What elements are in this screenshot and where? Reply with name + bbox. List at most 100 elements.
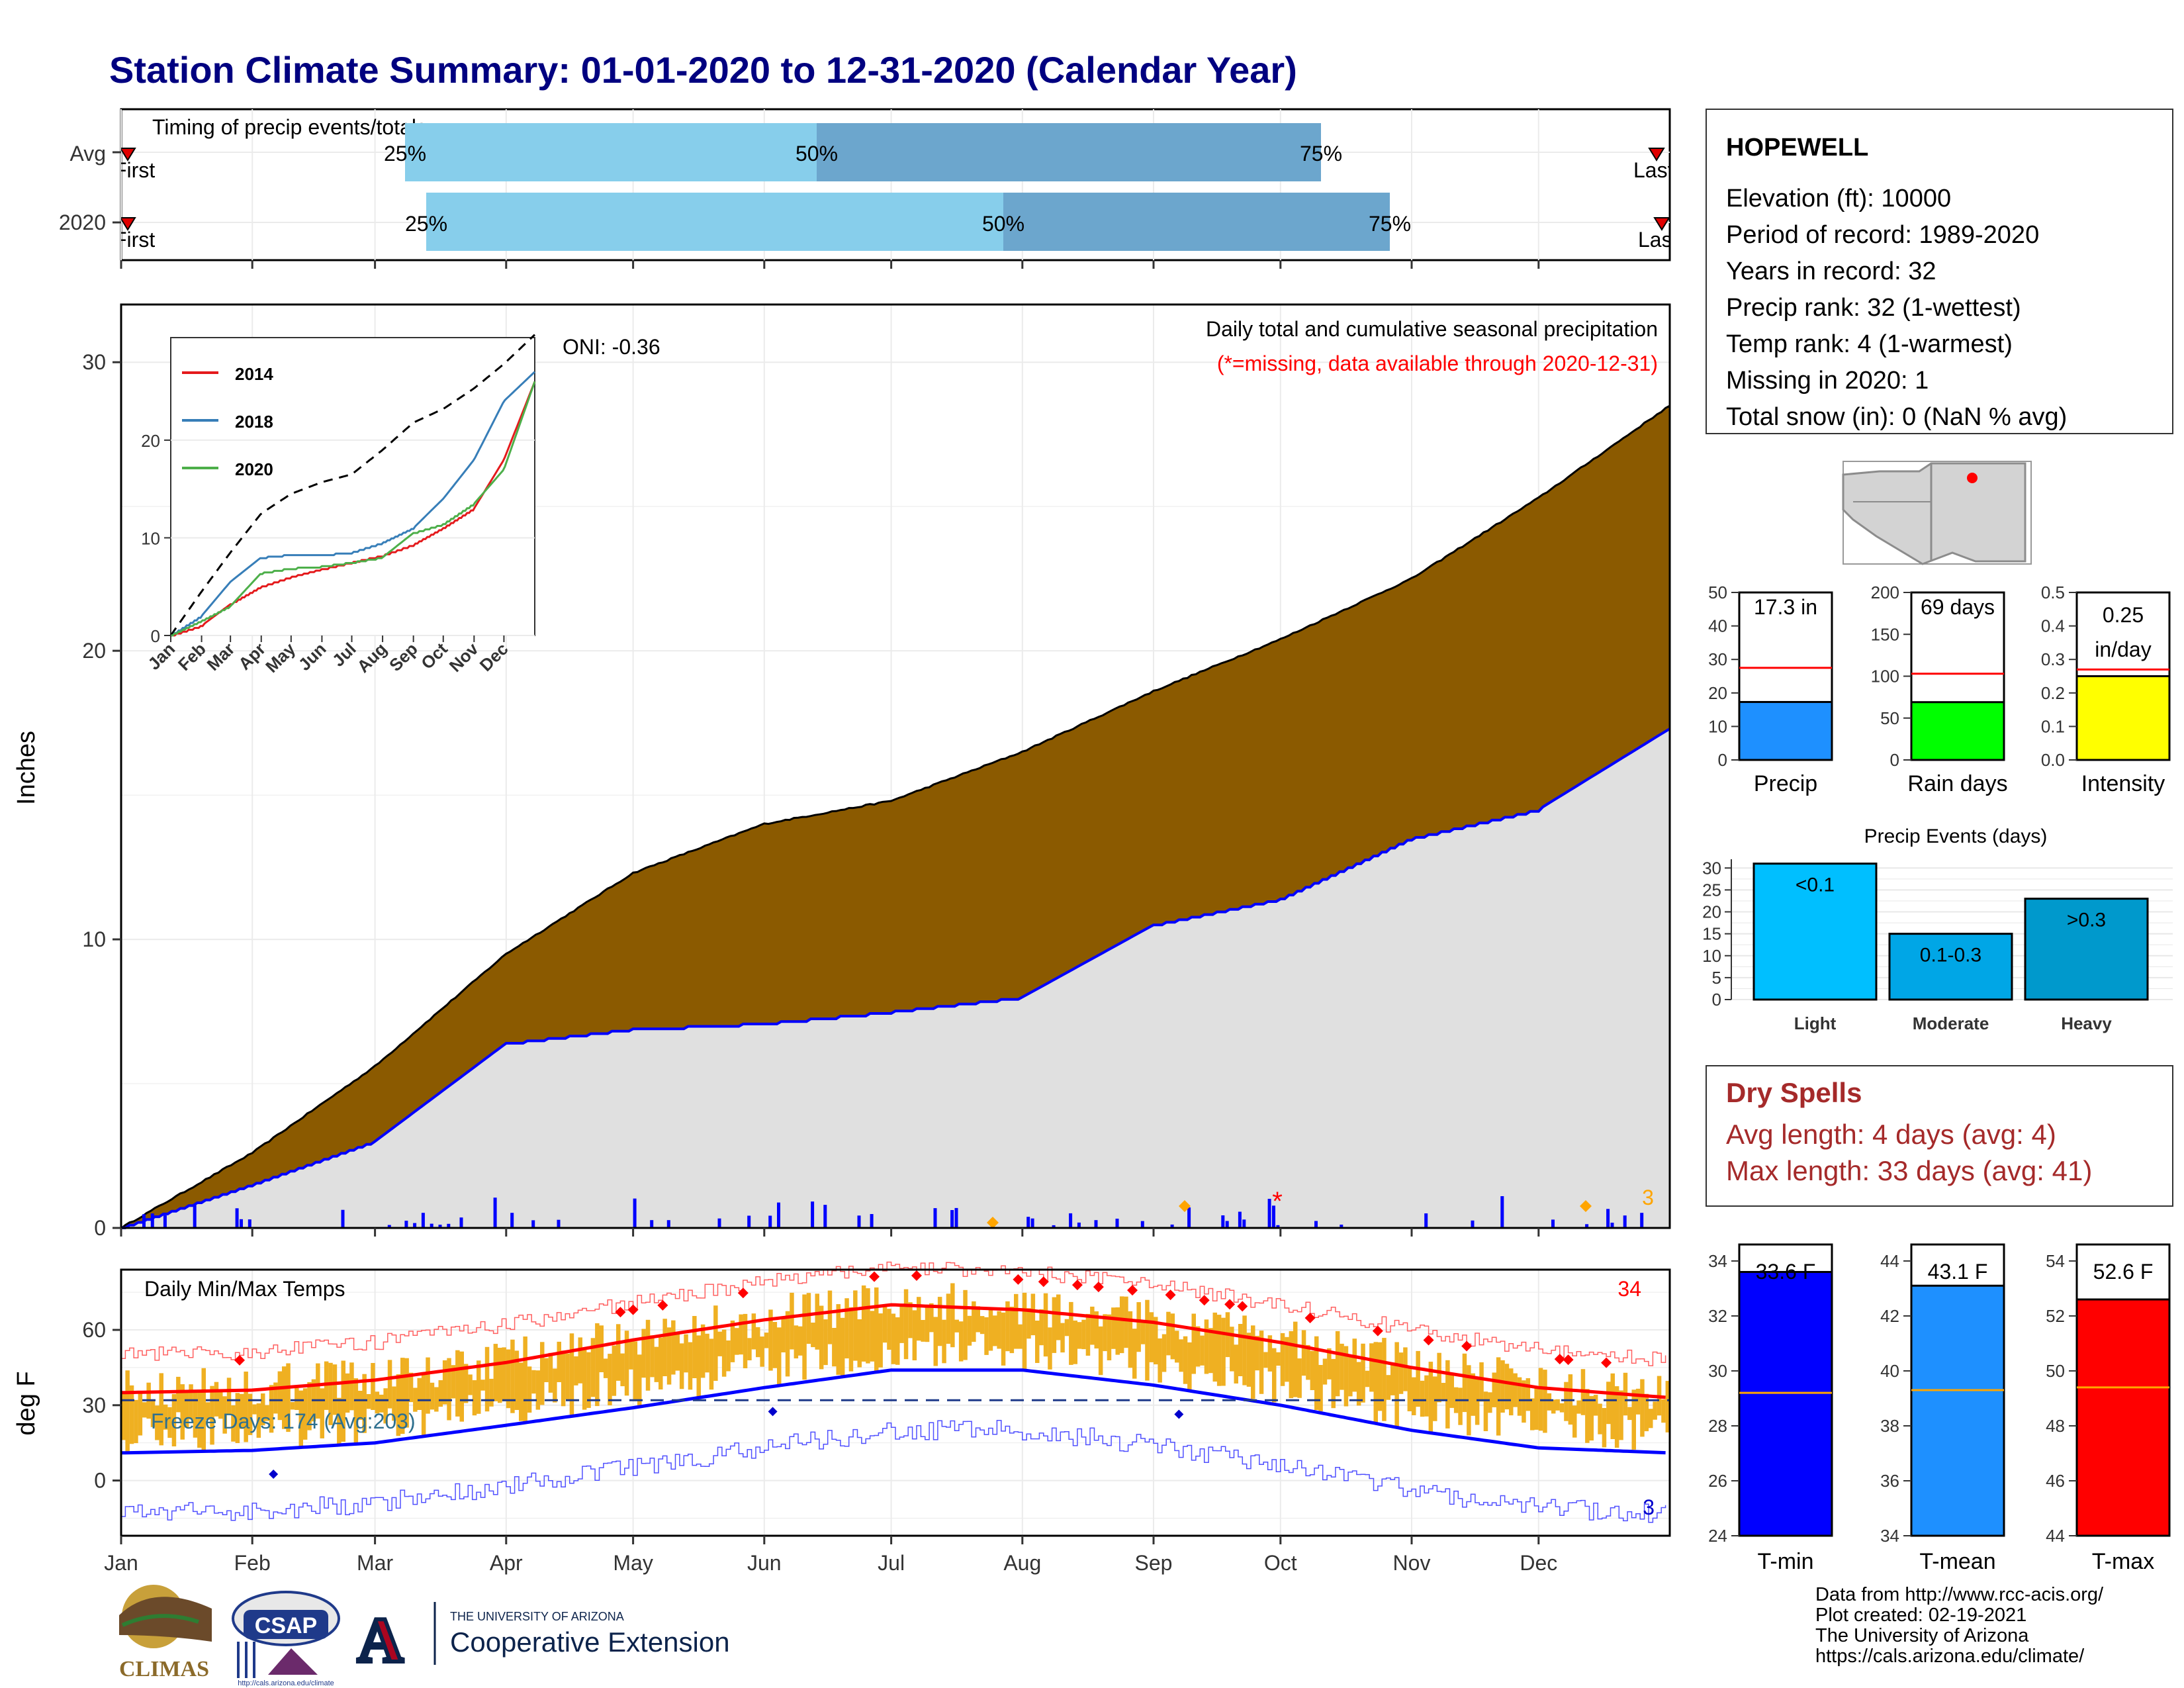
temp-summary-t-mean: 43.1 F T-mean 34 36 38 40 42 44 <box>1880 1243 2005 1574</box>
temp-record-high-marker <box>657 1299 668 1311</box>
temp-daily-bar <box>184 1391 189 1428</box>
temp-daily-bar <box>189 1384 193 1420</box>
inset-2020-line <box>171 381 536 637</box>
temp-daily-bar <box>1589 1395 1594 1441</box>
temp-panel: Daily Min/Max Temps Freeze Days: 174 (Av… <box>13 1261 1671 1575</box>
temp-daily-bar <box>1077 1322 1082 1349</box>
temp-record-low-marker <box>1174 1409 1184 1419</box>
temp-summary-y-tick-label: 46 <box>2046 1471 2065 1491</box>
temp-daily-bar <box>531 1370 536 1394</box>
temp-daily-bar <box>519 1362 523 1421</box>
temp-daily-bar <box>1373 1342 1378 1423</box>
temp-daily-bar <box>882 1305 887 1343</box>
daily-precip-bar <box>1640 1213 1644 1228</box>
temp-daily-bar <box>569 1333 574 1415</box>
temp-record-high-marker <box>911 1270 922 1282</box>
temp-daily-bar <box>1267 1335 1273 1372</box>
month-label: Aug <box>1003 1551 1041 1575</box>
temp-daily-bar <box>929 1303 934 1333</box>
temp-daily-bar <box>624 1331 629 1396</box>
temp-daily-bar <box>1170 1313 1175 1360</box>
temp-avg-min-line <box>120 1368 1666 1455</box>
temp-daily-bar <box>1263 1352 1268 1368</box>
csap-logo-mountain <box>268 1648 318 1675</box>
temp-daily-bar <box>1433 1376 1437 1421</box>
temp-daily-bar <box>917 1297 921 1341</box>
temp-daily-bar <box>210 1385 214 1445</box>
daily-precip-bar <box>650 1220 654 1228</box>
station-detail-line: Missing in 2020: 1 <box>1726 367 1929 395</box>
daily-precip-bar <box>1030 1218 1034 1228</box>
temp-daily-bar <box>261 1393 265 1426</box>
temp-daily-bar <box>954 1319 959 1333</box>
timing-2020-first-marker <box>121 217 136 231</box>
events-category-label: Light <box>1794 1013 1837 1033</box>
temp-daily-bar <box>1052 1297 1057 1353</box>
ua-logo: A THE UNIVERSITY OF ARIZONA Cooperative … <box>355 1602 730 1677</box>
temp-daily-bar <box>760 1336 764 1367</box>
daily-precip-bar <box>1606 1209 1610 1228</box>
temp-daily-bar <box>426 1357 430 1414</box>
daily-precip-bar <box>163 1215 167 1228</box>
climas-logo-land <box>119 1597 212 1642</box>
temp-daily-bar <box>1390 1362 1395 1395</box>
inset-2018-line <box>171 371 536 637</box>
events-bar <box>1752 863 1878 1001</box>
temp-daily-bar <box>997 1311 1001 1349</box>
temp-daily-bar <box>823 1319 828 1366</box>
daily-precip-bar <box>933 1208 937 1228</box>
temp-daily-bar <box>798 1326 803 1356</box>
daily-precip-bar <box>1272 1205 1275 1228</box>
temp-daily-bar <box>1335 1331 1340 1397</box>
summary-bar-value-label: 0.25 <box>2103 603 2144 627</box>
daily-precip-bar <box>421 1213 425 1228</box>
temp-daily-bar <box>717 1331 722 1356</box>
temp-daily-bar <box>887 1309 891 1350</box>
month-label: Sep <box>1135 1551 1173 1575</box>
temp-daily-bar <box>1322 1358 1328 1385</box>
temp-daily-bar <box>662 1319 667 1376</box>
summary-bar-charts: 17.3 in Precip 0 10 20 30 40 50 69 days Rain days… <box>1708 583 2171 796</box>
temp-daily-bar <box>332 1364 338 1415</box>
temp-daily-bar <box>603 1358 608 1378</box>
temp-daily-bar <box>163 1404 168 1430</box>
temp-daily-bar <box>337 1397 341 1445</box>
climas-logo-text: CLIMAS <box>119 1657 209 1681</box>
temp-daily-bar <box>514 1350 520 1410</box>
inset-frame <box>170 337 535 636</box>
footer-credit-line: The University of Arizona <box>1815 1625 2029 1646</box>
month-label: Dec <box>1520 1551 1557 1575</box>
temp-daily-bar <box>1610 1373 1615 1439</box>
summary-bar-value <box>1738 700 1833 761</box>
temp-daily-bar <box>942 1319 946 1364</box>
daily-precip-bar <box>777 1202 780 1228</box>
timing-avg-first-label: First <box>114 158 155 182</box>
daily-precip-bar <box>1267 1199 1271 1228</box>
temp-daily-bar <box>159 1373 163 1446</box>
temp-summary-y-tick-label: 28 <box>1708 1416 1727 1436</box>
temp-daily-bar <box>1593 1395 1598 1416</box>
temp-daily-bar <box>553 1368 557 1403</box>
daily-precip-bar <box>1140 1221 1144 1228</box>
temp-daily-bar <box>434 1387 439 1412</box>
month-label: Jan <box>104 1551 138 1575</box>
month-label: Feb <box>234 1551 271 1575</box>
temp-daily-bar <box>895 1317 900 1365</box>
temp-daily-bar <box>595 1323 600 1407</box>
temp-daily-bar <box>290 1402 295 1410</box>
temp-daily-bar <box>1420 1380 1425 1417</box>
daily-precip-bar <box>193 1205 197 1228</box>
climas-logo-stripe <box>121 1614 199 1627</box>
temp-daily-bar <box>1483 1391 1488 1431</box>
temp-daily-bar <box>121 1392 126 1440</box>
daily-precip-bar <box>413 1223 417 1228</box>
temp-daily-bar <box>1500 1360 1505 1413</box>
temp-daily-bar <box>1428 1362 1433 1432</box>
temp-daily-bar <box>650 1335 655 1378</box>
precip-x-ticks <box>120 1228 1540 1237</box>
temp-daily-bar <box>468 1374 473 1395</box>
temp-daily-bar <box>1343 1346 1349 1407</box>
temp-daily-bar <box>684 1334 688 1373</box>
temp-daily-bar <box>1318 1365 1323 1411</box>
temp-daily-bar <box>899 1303 904 1343</box>
